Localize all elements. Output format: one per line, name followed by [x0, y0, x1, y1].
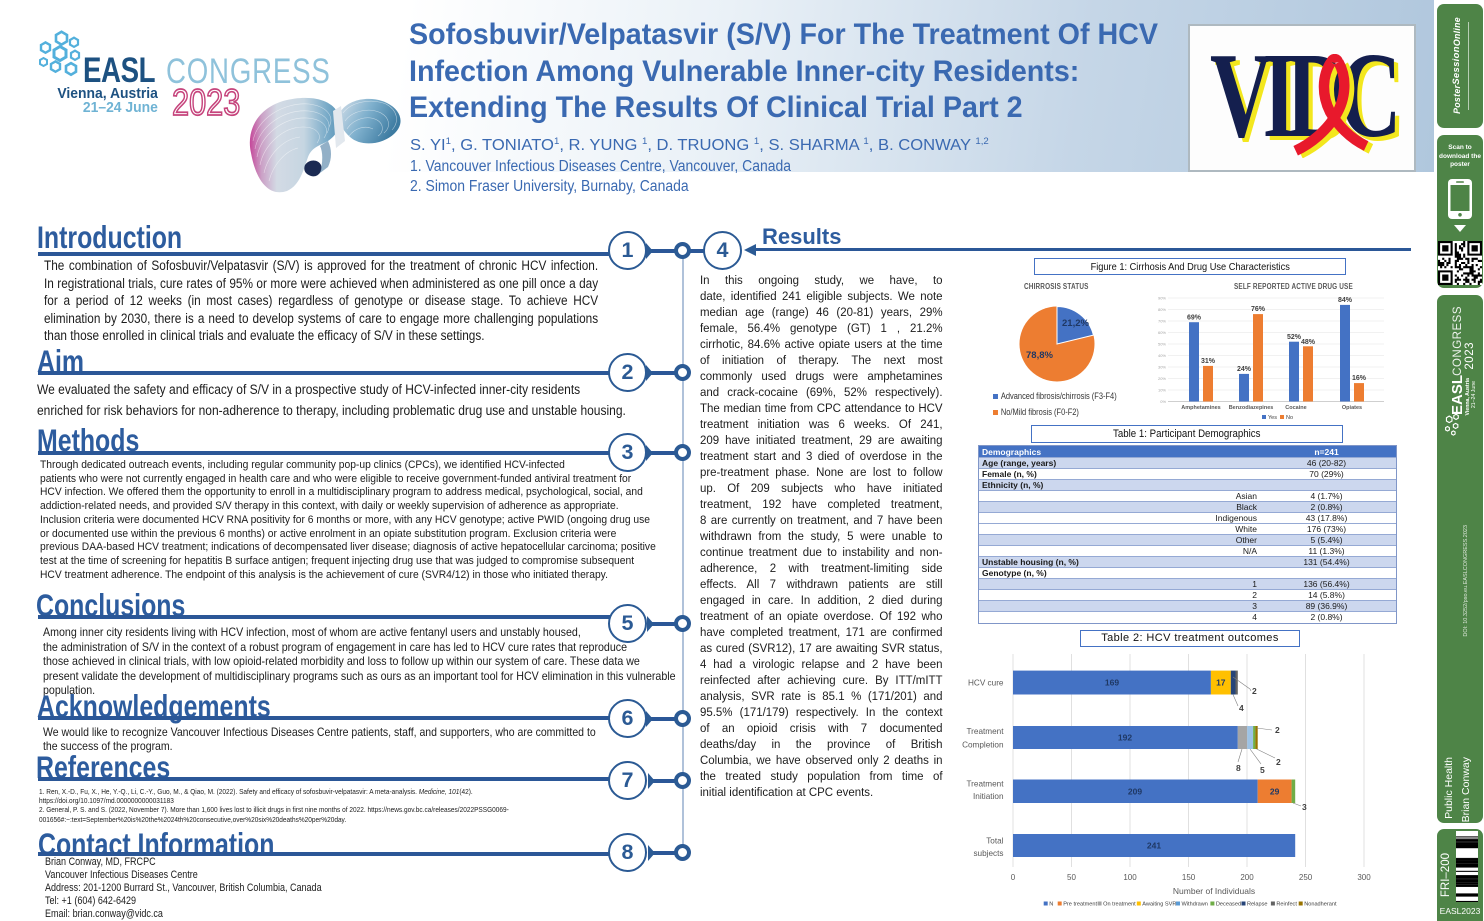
svg-text:50%: 50%: [1158, 342, 1166, 347]
svg-text:3: 3: [1302, 802, 1307, 812]
svg-text:Number of Individuals: Number of Individuals: [1173, 886, 1255, 896]
svg-text:Withdrawn: Withdrawn: [1182, 902, 1208, 908]
svg-text:169: 169: [1105, 678, 1119, 688]
svg-text:Treatment: Treatment: [966, 780, 1004, 789]
svg-text:31%: 31%: [1201, 358, 1216, 365]
svg-text:76%: 76%: [1251, 306, 1266, 313]
svg-text:Nonadherant: Nonadherant: [1304, 902, 1337, 908]
svg-text:30%: 30%: [1158, 365, 1166, 370]
svg-text:17: 17: [1216, 678, 1226, 688]
svg-text:250: 250: [1299, 873, 1313, 882]
svg-text:Treatment: Treatment: [966, 727, 1004, 736]
svg-text:0: 0: [1011, 873, 1016, 882]
svg-text:150: 150: [1182, 873, 1196, 882]
svg-text:29: 29: [1270, 787, 1280, 797]
svg-text:HCV cure: HCV cure: [968, 679, 1004, 688]
svg-text:8: 8: [1236, 763, 1241, 773]
svg-text:90%: 90%: [1158, 296, 1166, 301]
svg-text:69%: 69%: [1187, 315, 1202, 322]
svg-text:100: 100: [1123, 873, 1137, 882]
svg-text:Benzodiazepines: Benzodiazepines: [1229, 405, 1274, 411]
svg-text:20%: 20%: [1158, 376, 1166, 381]
svg-text:Opiates: Opiates: [1342, 405, 1362, 411]
svg-text:70%: 70%: [1158, 319, 1166, 324]
svg-text:50: 50: [1067, 873, 1076, 882]
svg-text:0%: 0%: [1160, 399, 1166, 404]
svg-text:Total: Total: [986, 837, 1003, 846]
svg-text:N: N: [1049, 902, 1053, 908]
svg-text:52%: 52%: [1287, 334, 1302, 341]
svg-text:192: 192: [1118, 733, 1132, 743]
svg-text:16%: 16%: [1352, 375, 1367, 382]
svg-text:60%: 60%: [1158, 330, 1166, 335]
svg-text:Relapse: Relapse: [1247, 902, 1268, 908]
svg-text:subjects: subjects: [973, 849, 1003, 858]
svg-text:Deceased: Deceased: [1216, 902, 1241, 908]
svg-text:5: 5: [1260, 765, 1265, 775]
svg-text:Reinfect: Reinfect: [1276, 902, 1297, 908]
svg-text:48%: 48%: [1301, 339, 1316, 346]
svg-text:Awaiting SVR: Awaiting SVR: [1142, 902, 1176, 908]
svg-text:On treatment: On treatment: [1103, 902, 1136, 908]
svg-text:200: 200: [1240, 873, 1254, 882]
svg-text:No: No: [1286, 415, 1293, 421]
svg-text:40%: 40%: [1158, 353, 1166, 358]
svg-text:10%: 10%: [1158, 388, 1166, 393]
svg-text:Completion: Completion: [962, 741, 1004, 750]
svg-text:300: 300: [1357, 873, 1371, 882]
svg-text:80%: 80%: [1158, 307, 1166, 312]
svg-text:Cocaine: Cocaine: [1285, 405, 1306, 411]
svg-text:Pre treatment: Pre treatment: [1063, 902, 1097, 908]
svg-text:Initiation: Initiation: [973, 792, 1004, 801]
svg-text:2: 2: [1276, 757, 1281, 767]
svg-text:2: 2: [1252, 686, 1257, 696]
svg-text:84%: 84%: [1338, 297, 1353, 304]
svg-text:209: 209: [1128, 787, 1142, 797]
svg-text:24%: 24%: [1237, 366, 1252, 373]
svg-text:Yes: Yes: [1268, 415, 1277, 421]
svg-text:241: 241: [1147, 841, 1161, 851]
svg-text:Amphetamines: Amphetamines: [1181, 405, 1220, 411]
svg-text:2: 2: [1275, 725, 1280, 735]
svg-text:4: 4: [1239, 703, 1244, 713]
